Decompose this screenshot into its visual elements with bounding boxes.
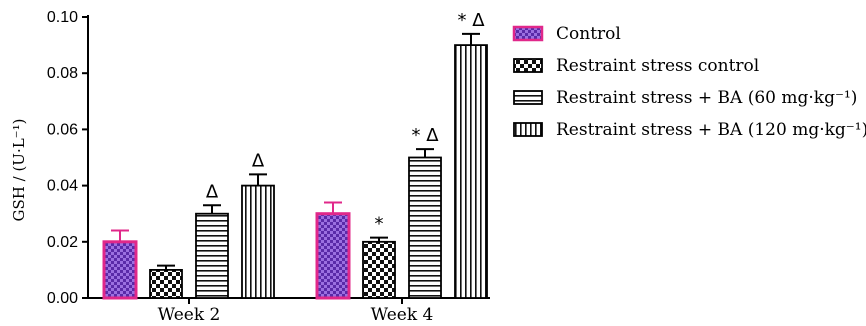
x-category-label: Week 4 [371, 305, 434, 325]
y-tick-label: 0.02 [47, 234, 78, 251]
legend-swatch [512, 25, 544, 42]
significance-annotation: Δ [252, 150, 265, 171]
y-axis-title: GSH / (U·L⁻¹) [10, 119, 28, 222]
significance-annotation: * Δ [457, 10, 485, 31]
significance-annotations: * Δ * Δ Δ * Δ [206, 10, 485, 235]
y-tick-label: 0.00 [47, 290, 78, 307]
legend-swatch [513, 90, 543, 105]
bar [315, 212, 351, 300]
legend-label: Restraint stress + BA (60 mg·kg⁻¹) [556, 88, 857, 108]
legend-label: Control [556, 24, 621, 44]
bar [362, 240, 396, 299]
y-tick-label: 0.08 [47, 65, 78, 82]
significance-annotation: * [375, 214, 384, 235]
x-category-labels: Week 2 Week 4 [158, 305, 434, 325]
legend: Control Restraint stress control Restraint… [512, 24, 866, 140]
bar [454, 44, 488, 299]
bars [102, 44, 488, 300]
bar [149, 268, 183, 299]
legend-swatch [513, 58, 543, 73]
significance-annotation: Δ [206, 181, 219, 202]
y-ticks: 0.00 0.02 0.04 0.06 0.08 0.10 [47, 9, 88, 307]
legend-label: Restraint stress control [556, 56, 759, 76]
error-bars [111, 32, 480, 270]
legend-label: Restraint stress + BA (120 mg·kg⁻¹) [556, 120, 866, 140]
bar [195, 212, 229, 299]
x-category-label: Week 2 [158, 305, 221, 325]
y-tick-label: 0.10 [47, 9, 78, 26]
y-tick-label: 0.06 [47, 121, 78, 138]
significance-annotation: * Δ [411, 125, 439, 146]
bar [102, 240, 138, 300]
y-tick-label: 0.04 [47, 178, 78, 195]
bar [241, 184, 275, 299]
bar [408, 156, 442, 299]
legend-swatch [513, 122, 543, 137]
